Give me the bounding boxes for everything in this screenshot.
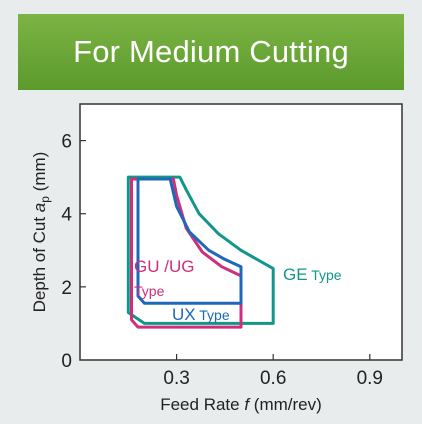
label-ux-type: UX Type: [172, 305, 230, 324]
label-ge-type: GE Type: [283, 265, 342, 284]
y-axis-label: Depth of Cut ap (mm): [30, 152, 52, 313]
x-tick-label: 0.3: [163, 368, 189, 389]
title-banner: For Medium Cutting: [18, 14, 404, 90]
region-outline-ge: [126, 175, 275, 325]
y-tick-label: 0: [61, 351, 72, 372]
region-outline-guug: [130, 177, 243, 329]
label-gu-ug: GU /UG: [134, 257, 194, 276]
x-tick-label: 0.9: [357, 368, 383, 389]
y-tick-label: 2: [61, 278, 72, 299]
banner-title: For Medium Cutting: [73, 34, 349, 69]
label-gu-type: Type: [134, 283, 165, 299]
x-axis-label: Feed Rate f (mm/rev): [160, 395, 322, 414]
y-tick-label: 6: [61, 132, 72, 153]
y-tick-label: 4: [61, 205, 72, 226]
x-tick-label: 0.6: [260, 368, 286, 389]
region-outline-ux: [136, 177, 243, 305]
